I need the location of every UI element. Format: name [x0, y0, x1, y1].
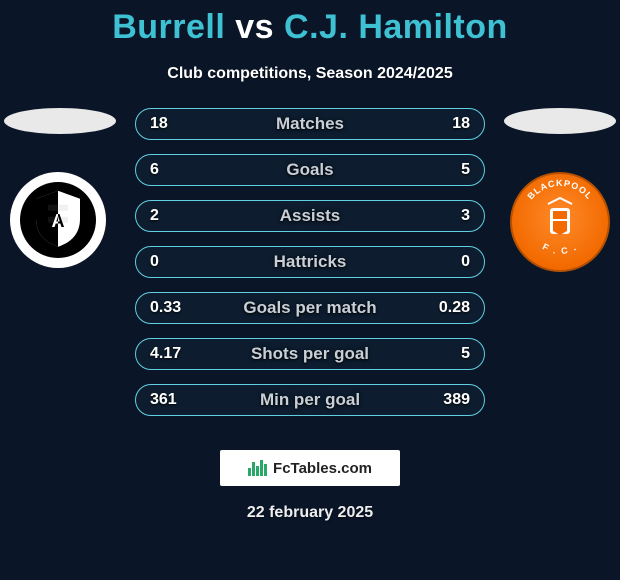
- stat-row-assists: 2 Assists 3: [135, 200, 485, 232]
- stat-bars: 18 Matches 18 6 Goals 5 2 Assists 3 0 Ha…: [135, 108, 485, 430]
- stat-label: Goals per match: [243, 298, 376, 318]
- stat-value-right: 0.28: [439, 299, 470, 317]
- stat-row-matches: 18 Matches 18: [135, 108, 485, 140]
- shield-icon: A A: [32, 189, 84, 249]
- crest-right: BLACKPOOL F . C .: [500, 108, 620, 418]
- stat-row-min-per-goal: 361 Min per goal 389: [135, 384, 485, 416]
- stat-value-left: 0.33: [150, 299, 181, 317]
- bars-icon: [248, 460, 267, 476]
- stat-label: Min per goal: [260, 390, 360, 410]
- stat-label: Assists: [280, 206, 340, 226]
- stat-value-left: 6: [150, 161, 159, 179]
- stat-row-hattricks: 0 Hattricks 0: [135, 246, 485, 278]
- stat-value-right: 5: [461, 161, 470, 179]
- stat-value-left: 18: [150, 115, 168, 133]
- stat-row-goals: 6 Goals 5: [135, 154, 485, 186]
- shadow-ellipse-right: [504, 108, 616, 134]
- shadow-ellipse-left: [4, 108, 116, 134]
- subtitle: Club competitions, Season 2024/2025: [0, 65, 620, 83]
- stat-value-right: 18: [452, 115, 470, 133]
- stat-value-right: 3: [461, 207, 470, 225]
- stat-label: Hattricks: [274, 252, 347, 272]
- crest-left: A A: [0, 108, 120, 418]
- club-crest-icon: BLACKPOOL F . C .: [510, 172, 610, 272]
- club-badge-left: A A: [10, 172, 110, 272]
- player2-name: C.J. Hamilton: [284, 8, 508, 46]
- stat-label: Matches: [276, 114, 344, 134]
- stat-value-right: 389: [443, 391, 470, 409]
- club-badge-right: BLACKPOOL F . C .: [510, 172, 610, 272]
- site-name: FcTables.com: [273, 460, 372, 477]
- svg-text:F . C .: F . C .: [541, 241, 579, 256]
- stat-row-shots-per-goal: 4.17 Shots per goal 5: [135, 338, 485, 370]
- stat-value-right: 0: [461, 253, 470, 271]
- stat-value-left: 0: [150, 253, 159, 271]
- stat-value-left: 2: [150, 207, 159, 225]
- page-title: Burrell vs C.J. Hamilton: [0, 0, 620, 47]
- footer-date: 22 february 2025: [0, 504, 620, 522]
- stat-row-goals-per-match: 0.33 Goals per match 0.28: [135, 292, 485, 324]
- stat-label: Goals: [286, 160, 333, 180]
- player1-name: Burrell: [112, 8, 225, 46]
- stat-value-right: 5: [461, 345, 470, 363]
- stat-value-left: 4.17: [150, 345, 181, 363]
- site-badge[interactable]: FcTables.com: [220, 450, 400, 486]
- stat-label: Shots per goal: [251, 344, 369, 364]
- vs-label: vs: [235, 8, 274, 46]
- comparison-stage: A A BLACKPOOL F . C .: [0, 108, 620, 428]
- stat-value-left: 361: [150, 391, 177, 409]
